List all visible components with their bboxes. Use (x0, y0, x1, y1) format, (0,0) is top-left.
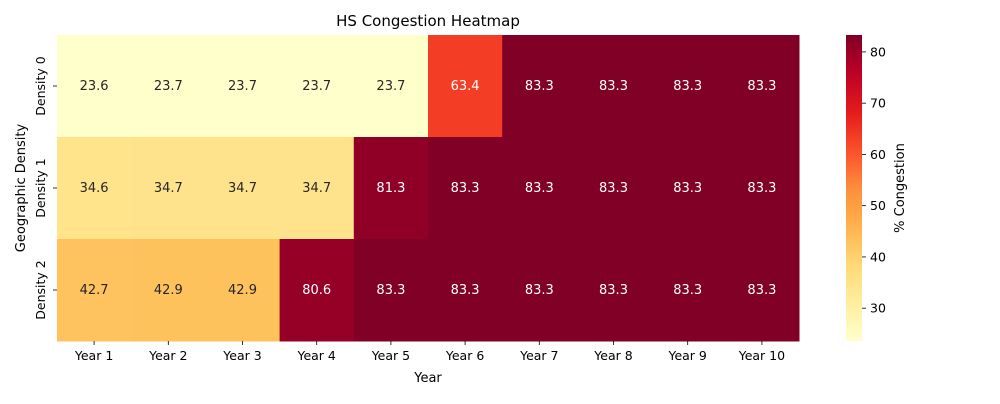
heatmap-cell (724, 35, 800, 138)
cell-value-label: 83.3 (451, 283, 480, 298)
cell-value-label: 23.7 (376, 79, 405, 94)
x-tick-label: Year 10 (738, 348, 785, 363)
heatmap-cells (57, 35, 800, 342)
heatmap-cell (502, 35, 577, 138)
cell-value-label: 83.3 (599, 181, 628, 196)
x-axis: Year 1 Year 2 Year 3 Year 4 Year 5 Year 6 Year… (74, 341, 785, 363)
colorbar-tick-label: 50 (870, 198, 886, 213)
cell-value-label: 34.7 (302, 181, 331, 196)
colorbar-ticks: 30 40 50 60 70 80 (862, 44, 886, 316)
cell-value-label: 81.3 (376, 181, 405, 196)
heatmap-cell (576, 35, 652, 138)
heatmap-cell (131, 35, 206, 138)
cell-value-label: 34.6 (80, 181, 109, 196)
heatmap-cell (279, 35, 355, 138)
cell-value-label: 83.3 (673, 79, 702, 94)
cell-value-label: 23.7 (228, 79, 257, 94)
x-tick-label: Year 9 (667, 348, 706, 363)
heatmap-cell (205, 239, 281, 342)
x-tick-label: Year 3 (222, 348, 261, 363)
colorbar-label: % Congestion (893, 143, 908, 233)
heatmap-cell (650, 35, 726, 138)
colorbar-tick-label: 30 (870, 301, 886, 316)
heatmap-cell-labels: 23.6 23.7 23.7 23.7 23.7 63.4 83.3 83.3 83.3 83.3… (80, 79, 777, 298)
cell-value-label: 23.7 (302, 79, 331, 94)
cell-value-label: 42.9 (228, 283, 257, 298)
x-tick-label: Year 8 (593, 348, 632, 363)
heatmap-cell (57, 35, 132, 138)
x-tick-label: Year 4 (296, 348, 335, 363)
y-axis: Density 0 Density 1 Density 2 (33, 56, 57, 320)
heatmap-cell (205, 137, 281, 240)
chart-title: HS Congestion Heatmap (336, 12, 520, 30)
colorbar-tick-label: 70 (870, 96, 886, 111)
heatmap-cell (353, 137, 429, 240)
heatmap-cell (502, 137, 577, 240)
cell-value-label: 83.3 (525, 283, 554, 298)
x-tick-label: Year 7 (519, 348, 558, 363)
cell-value-label: 34.7 (154, 181, 183, 196)
cell-value-label: 83.3 (747, 283, 776, 298)
cell-value-label: 80.6 (302, 283, 331, 298)
x-tick-label: Year 1 (74, 348, 113, 363)
y-axis-label: Geographic Density (14, 124, 29, 253)
heatmap-cell (576, 137, 652, 240)
cell-value-label: 83.3 (525, 79, 554, 94)
colorbar-tick-label: 60 (870, 147, 886, 162)
heatmap-cell (57, 137, 132, 240)
heatmap-cell (502, 239, 577, 342)
heatmap-cell (650, 239, 726, 342)
cell-value-label: 83.3 (673, 181, 702, 196)
x-axis-label: Year (413, 371, 442, 386)
heatmap-cell (353, 35, 429, 138)
y-tick-label: Density 0 (33, 56, 48, 115)
heatmap-cell (279, 137, 355, 240)
heatmap-cell (57, 239, 132, 342)
cell-value-label: 83.3 (599, 283, 628, 298)
cell-value-label: 42.7 (80, 283, 109, 298)
heatmap-cell (353, 239, 429, 342)
heatmap-cell (724, 137, 800, 240)
heatmap-cell (724, 239, 800, 342)
cell-value-label: 23.7 (154, 79, 183, 94)
heatmap-cell (131, 137, 206, 240)
colorbar-tick-label: 80 (870, 44, 886, 59)
cell-value-label: 83.3 (451, 181, 480, 196)
cell-value-label: 34.7 (228, 181, 257, 196)
heatmap-cell (428, 137, 503, 240)
cell-value-label: 83.3 (525, 181, 554, 196)
x-tick-label: Year 5 (371, 348, 410, 363)
x-tick-label: Year 6 (445, 348, 484, 363)
heatmap-cell (131, 239, 206, 342)
cell-value-label: 83.3 (747, 181, 776, 196)
heatmap-cell (205, 35, 281, 138)
cell-value-label: 42.9 (154, 283, 183, 298)
cell-value-label: 63.4 (451, 79, 480, 94)
cell-value-label: 83.3 (747, 79, 776, 94)
heatmap-cell (279, 239, 355, 342)
y-tick-label: Density 2 (33, 260, 48, 319)
cell-value-label: 83.3 (599, 79, 628, 94)
heatmap-cell (650, 137, 726, 240)
y-tick-label: Density 1 (33, 158, 48, 217)
heatmap-cell (428, 35, 503, 138)
cell-value-label: 83.3 (673, 283, 702, 298)
cell-value-label: 83.3 (376, 283, 405, 298)
x-tick-label: Year 2 (148, 348, 187, 363)
heatmap-cell (576, 239, 652, 342)
colorbar-tick-label: 40 (870, 249, 886, 264)
heatmap-cell (428, 239, 503, 342)
colorbar (846, 35, 862, 341)
cell-value-label: 23.6 (80, 79, 109, 94)
